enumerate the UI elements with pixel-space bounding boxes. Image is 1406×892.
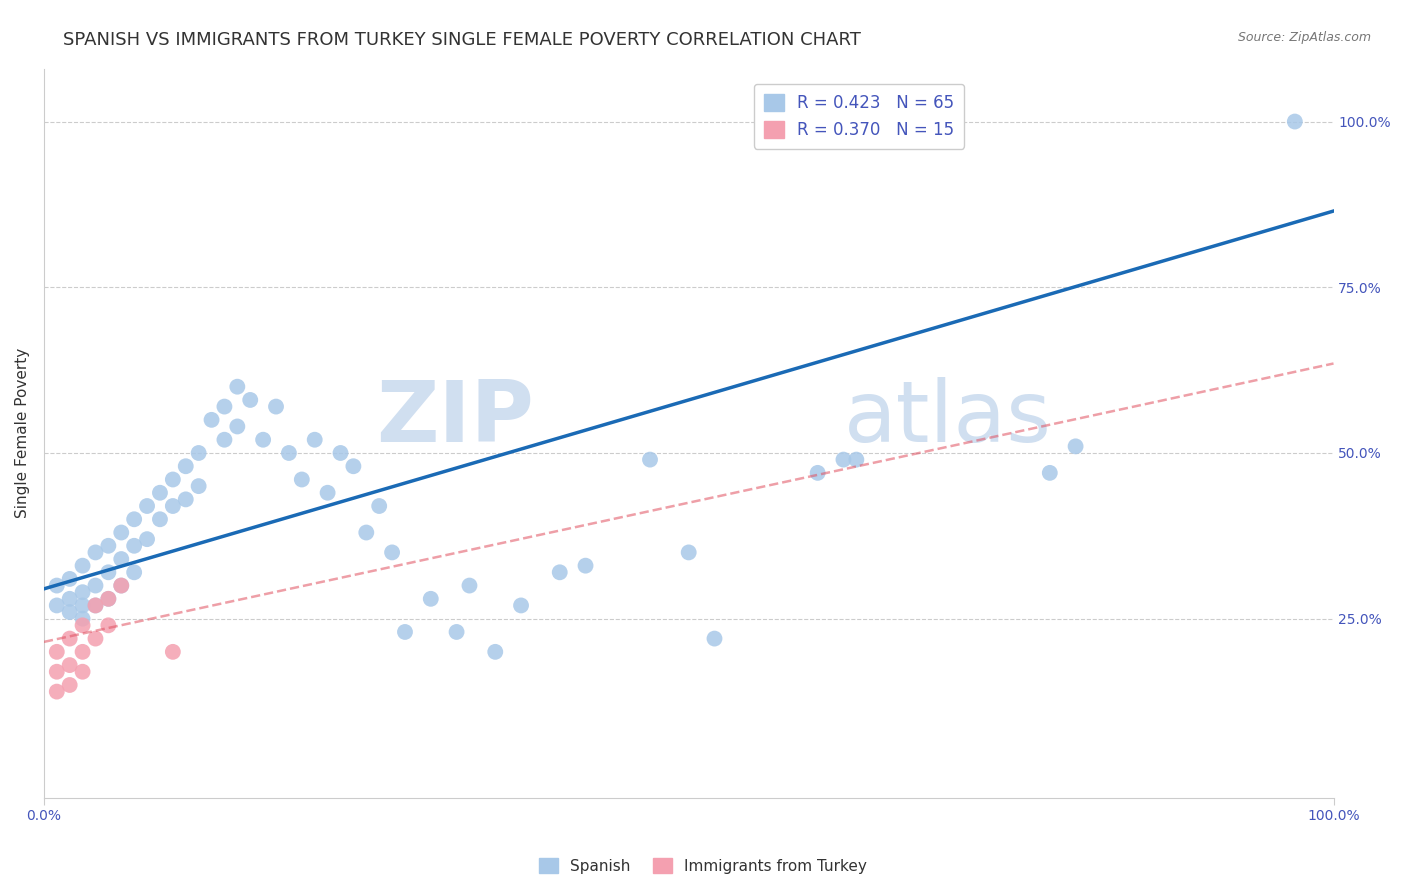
Point xyxy=(45,684,67,698)
Point xyxy=(84,578,107,592)
Point xyxy=(59,658,82,673)
Point xyxy=(122,512,145,526)
Point xyxy=(84,599,107,613)
Point xyxy=(97,618,120,632)
Point xyxy=(419,591,441,606)
Point xyxy=(1039,466,1062,480)
Point xyxy=(252,433,274,447)
Point xyxy=(174,459,197,474)
Point xyxy=(45,665,67,679)
Point xyxy=(149,512,172,526)
Point xyxy=(832,452,855,467)
Point xyxy=(368,499,391,513)
Point xyxy=(458,578,481,592)
Point xyxy=(110,578,132,592)
Legend: Spanish, Immigrants from Turkey: Spanish, Immigrants from Turkey xyxy=(533,852,873,880)
Point xyxy=(226,419,249,434)
Text: ZIP: ZIP xyxy=(377,377,534,460)
Point xyxy=(59,591,82,606)
Point xyxy=(678,545,700,559)
Point xyxy=(214,433,236,447)
Point xyxy=(84,545,107,559)
Point xyxy=(72,618,94,632)
Y-axis label: Single Female Poverty: Single Female Poverty xyxy=(15,348,30,518)
Point xyxy=(446,624,468,639)
Text: Source: ZipAtlas.com: Source: ZipAtlas.com xyxy=(1237,31,1371,45)
Point xyxy=(174,492,197,507)
Point xyxy=(72,645,94,659)
Text: atlas: atlas xyxy=(844,377,1052,460)
Point xyxy=(356,525,378,540)
Point xyxy=(72,599,94,613)
Point xyxy=(329,446,352,460)
Point xyxy=(484,645,506,659)
Point xyxy=(510,599,533,613)
Point xyxy=(638,452,661,467)
Point xyxy=(214,400,236,414)
Point xyxy=(136,532,159,546)
Point xyxy=(1284,114,1306,128)
Point xyxy=(110,578,132,592)
Point xyxy=(239,392,262,407)
Point xyxy=(1064,439,1087,453)
Point xyxy=(97,566,120,580)
Point xyxy=(316,485,339,500)
Point xyxy=(72,665,94,679)
Point xyxy=(110,552,132,566)
Point xyxy=(59,605,82,619)
Text: SPANISH VS IMMIGRANTS FROM TURKEY SINGLE FEMALE POVERTY CORRELATION CHART: SPANISH VS IMMIGRANTS FROM TURKEY SINGLE… xyxy=(63,31,860,49)
Point xyxy=(304,433,326,447)
Point xyxy=(162,499,184,513)
Point xyxy=(703,632,725,646)
Point xyxy=(187,479,209,493)
Point xyxy=(84,632,107,646)
Point xyxy=(122,566,145,580)
Point xyxy=(187,446,209,460)
Point xyxy=(149,485,172,500)
Point xyxy=(342,459,364,474)
Point xyxy=(291,473,314,487)
Point xyxy=(136,499,159,513)
Point xyxy=(162,645,184,659)
Point xyxy=(59,678,82,692)
Point xyxy=(72,612,94,626)
Point xyxy=(548,566,571,580)
Point xyxy=(72,558,94,573)
Point xyxy=(264,400,287,414)
Point xyxy=(807,466,830,480)
Point xyxy=(394,624,416,639)
Point xyxy=(381,545,404,559)
Point xyxy=(277,446,299,460)
Point xyxy=(72,585,94,599)
Point xyxy=(226,380,249,394)
Point xyxy=(45,578,67,592)
Point xyxy=(574,558,596,573)
Point xyxy=(110,525,132,540)
Point xyxy=(59,632,82,646)
Point xyxy=(45,599,67,613)
Point xyxy=(162,473,184,487)
Point xyxy=(84,599,107,613)
Point xyxy=(845,452,868,467)
Point xyxy=(97,539,120,553)
Point xyxy=(45,645,67,659)
Legend: R = 0.423   N = 65, R = 0.370   N = 15: R = 0.423 N = 65, R = 0.370 N = 15 xyxy=(754,84,965,149)
Point xyxy=(97,591,120,606)
Point xyxy=(200,413,222,427)
Point xyxy=(122,539,145,553)
Point xyxy=(97,591,120,606)
Point xyxy=(59,572,82,586)
